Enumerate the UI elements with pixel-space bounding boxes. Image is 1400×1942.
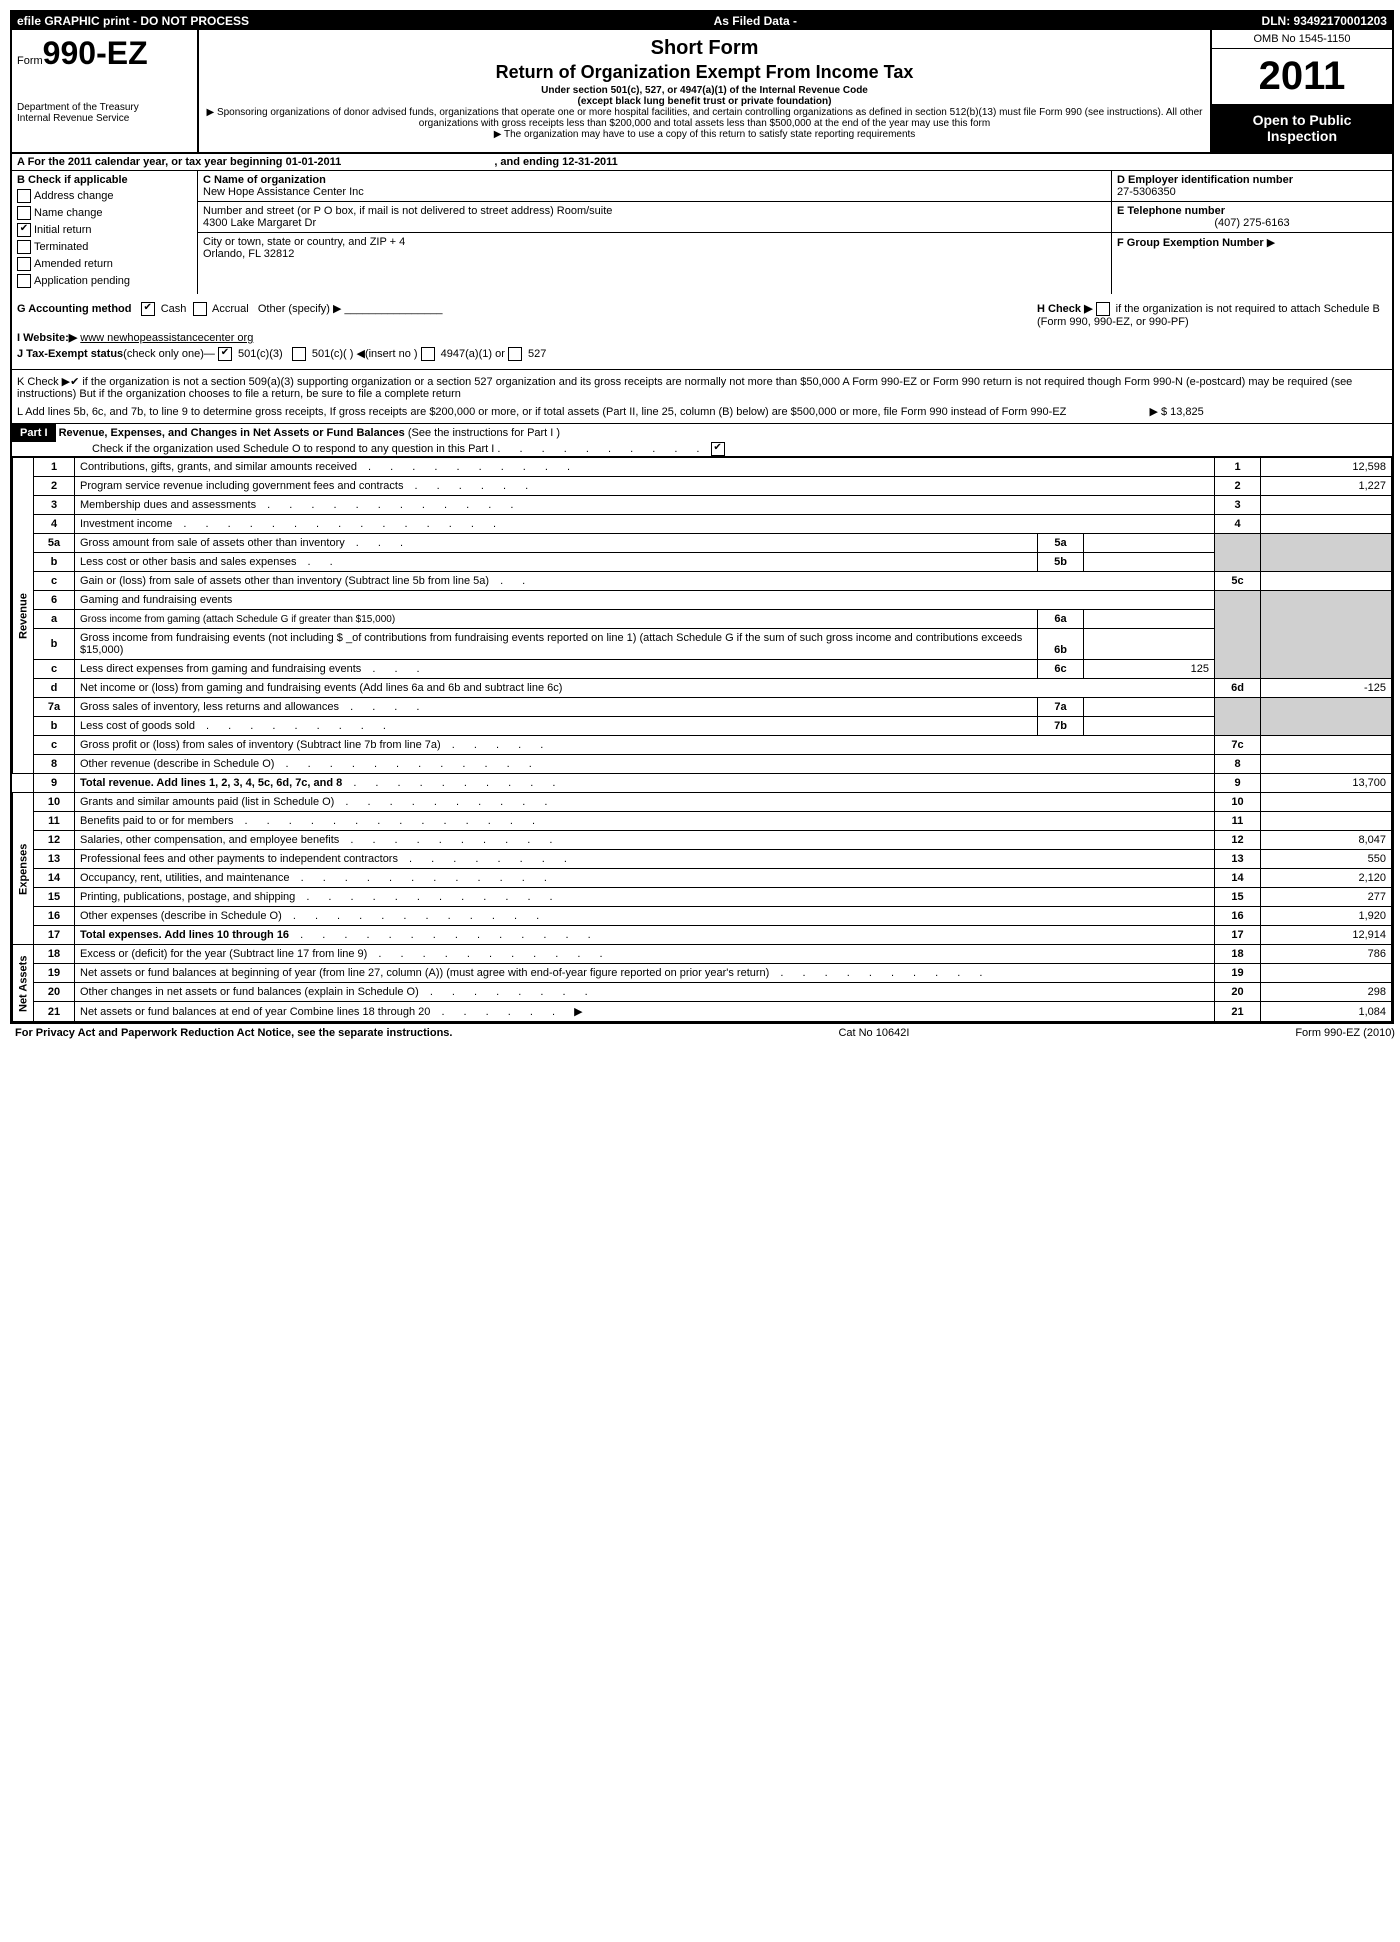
ein-label: D Employer identification number [1117,174,1387,186]
line7a-val [1084,698,1215,717]
expenses-label: Expenses [13,793,34,945]
line1-amt: 12,598 [1261,458,1392,477]
line5b-val [1084,553,1215,572]
line21-amt: 1,084 [1261,1002,1392,1022]
dept1: Department of the Treasury [17,102,192,113]
website[interactable]: www newhopeassistancecenter org [80,332,253,344]
form-990ez: efile GRAPHIC print - DO NOT PROCESS As … [10,10,1394,1024]
line20-amt: 298 [1261,983,1392,1002]
cb-501c[interactable] [292,347,306,361]
omb: OMB No 1545-1150 [1212,30,1392,49]
form-number: 990-EZ [43,35,148,71]
line8-amt [1261,755,1392,774]
line6c-val: 125 [1084,660,1215,679]
city: Orlando, FL 32812 [203,248,1106,260]
section-k: K Check ▶✔ if the organization is not a … [12,370,1392,424]
line6b-val [1084,629,1215,660]
row-a: A For the 2011 calendar year, or tax yea… [12,154,1392,171]
section-g: G Accounting method ✔ Cash Accrual Other… [12,294,1392,370]
line15-amt: 277 [1261,888,1392,907]
street: 4300 Lake Margaret Dr [203,217,1106,229]
line17-amt: 12,914 [1261,926,1392,945]
cb-527[interactable] [508,347,522,361]
line6a-val [1084,610,1215,629]
topbar-center: As Filed Data - [714,14,797,28]
top-bar: efile GRAPHIC print - DO NOT PROCESS As … [12,12,1392,30]
l-amount: ▶ $ 13,825 [1149,406,1203,418]
ein: 27-5306350 [1117,186,1387,198]
part1-table: Revenue 1 Contributions, gifts, grants, … [12,457,1392,1022]
footer-center: Cat No 10642I [838,1027,909,1039]
org-name: New Hope Assistance Center Inc [203,186,1106,198]
line6d-amt: -125 [1261,679,1392,698]
note2: ▶ The organization may have to use a cop… [204,129,1205,140]
note1: ▶ Sponsoring organizations of donor advi… [204,107,1205,129]
line19-amt [1261,964,1392,983]
header-left: Form990-EZ Department of the Treasury In… [12,30,199,152]
group-arrow: ▶ [1267,237,1275,249]
b-checkboxes: B Check if applicable Address change Nam… [12,171,198,294]
footer-left: For Privacy Act and Paperwork Reduction … [15,1027,452,1039]
cb-4947[interactable] [421,347,435,361]
k-text: K Check ▶✔ if the organization is not a … [17,375,1387,400]
line7c-amt [1261,736,1392,755]
title2: Return of Organization Exempt From Incom… [204,62,1205,83]
part1-label: Part I [12,424,56,442]
line12-amt: 8,047 [1261,831,1392,850]
subtitle1: Under section 501(c), 527, or 4947(a)(1)… [204,85,1205,96]
line5a-val [1084,534,1215,553]
line9-amt: 13,700 [1261,774,1392,793]
header-center: Short Form Return of Organization Exempt… [199,30,1210,152]
cb-amended[interactable] [17,257,31,271]
section-c: C Name of organization New Hope Assistan… [198,171,1111,294]
city-label: City or town, state or country, and ZIP … [203,236,1106,248]
line7b-val [1084,717,1215,736]
header: Form990-EZ Department of the Treasury In… [12,30,1392,154]
cb-schedule-o[interactable]: ✔ [711,442,725,456]
cb-cash[interactable]: ✔ [141,302,155,316]
line2-amt: 1,227 [1261,477,1392,496]
line10-amt [1261,793,1392,812]
cb-schedule-b[interactable] [1096,302,1110,316]
line18-amt: 786 [1261,945,1392,964]
footer: For Privacy Act and Paperwork Reduction … [10,1024,1400,1042]
b-header: B Check if applicable [17,174,192,186]
subtitle2: (except black lung benefit trust or priv… [204,96,1205,107]
form-prefix: Form [17,55,43,67]
cb-name[interactable] [17,206,31,220]
line14-amt: 2,120 [1261,869,1392,888]
line4-amt [1261,515,1392,534]
cb-501c3[interactable]: ✔ [218,347,232,361]
line13-amt: 550 [1261,850,1392,869]
cb-accrual[interactable] [193,302,207,316]
street-label: Number and street (or P O box, if mail i… [203,205,1106,217]
section-d: D Employer identification number 27-5306… [1111,171,1392,294]
tel: (407) 275-6163 [1117,217,1387,229]
tel-label: E Telephone number [1117,205,1387,217]
line3-amt [1261,496,1392,515]
part1-title: Revenue, Expenses, and Changes in Net As… [59,427,405,439]
cb-address[interactable] [17,189,31,203]
line5c-amt [1261,572,1392,591]
group-label: F Group Exemption Number [1117,237,1264,249]
part1-header: Part I Revenue, Expenses, and Changes in… [12,424,1392,457]
revenue-label: Revenue [13,458,34,774]
footer-right: Form 990-EZ (2010) [1295,1027,1395,1039]
cb-initial[interactable]: ✔ [17,223,31,237]
title1: Short Form [204,37,1205,60]
header-right: OMB No 1545-1150 2011 Open to Public Ins… [1210,30,1392,152]
netassets-label: Net Assets [13,945,34,1022]
topbar-right: DLN: 93492170001203 [1262,14,1387,28]
line11-amt [1261,812,1392,831]
topbar-left: efile GRAPHIC print - DO NOT PROCESS [17,14,249,28]
dept2: Internal Revenue Service [17,113,192,124]
section-b: B Check if applicable Address change Nam… [12,171,1392,294]
c-name-label: C Name of organization [203,174,1106,186]
open-public: Open to Public Inspection [1212,104,1392,152]
l-text: L Add lines 5b, 6c, and 7b, to line 9 to… [17,406,1066,418]
cb-terminated[interactable] [17,240,31,254]
line16-amt: 1,920 [1261,907,1392,926]
cb-pending[interactable] [17,274,31,288]
tax-year: 2011 [1212,49,1392,104]
